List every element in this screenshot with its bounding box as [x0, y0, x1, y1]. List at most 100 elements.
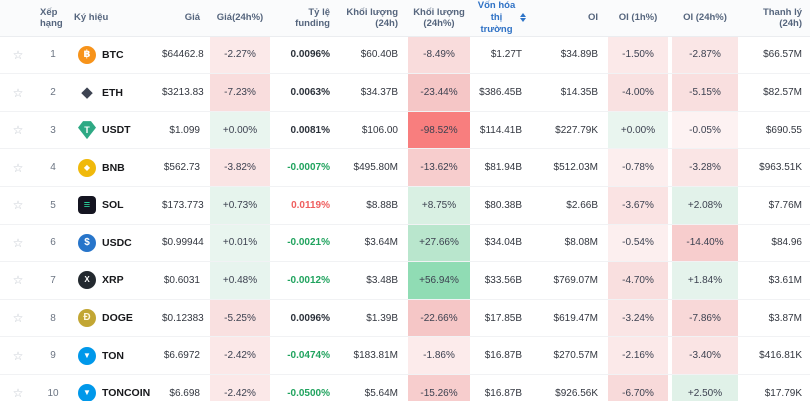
col-header-change-24h[interactable]: Giá(24h%) [208, 0, 272, 37]
volume-24h-cell: $1.39B [338, 300, 406, 338]
col-header-liquidation-24h[interactable]: Thanh lý (24h) [740, 0, 810, 37]
table-row[interactable]: ☆ 3 T USDT $1.099 +0.00% 0.0081% $106.00… [0, 111, 810, 150]
price-cell: $562.73 [162, 149, 208, 187]
open-interest-cell: $34.89B [530, 37, 606, 75]
open-interest-cell: $2.66B [530, 187, 606, 225]
col-header-symbol[interactable]: Ký hiệu [70, 0, 162, 37]
favorite-star-icon[interactable]: ☆ [12, 273, 24, 288]
table-row[interactable]: ☆ 10 ▼ TONCOIN $6.698 -2.42% -0.0500% $5… [0, 374, 810, 401]
rank-cell: 7 [36, 262, 70, 300]
symbol-label[interactable]: BTC [102, 48, 124, 61]
liquidation-24h-cell: $66.57M [740, 37, 810, 75]
price-cell: $6.698 [162, 375, 208, 401]
funding-rate-cell: 0.0096% [272, 300, 338, 338]
price-cell: $6.6972 [162, 337, 208, 375]
col-header-market-cap[interactable]: Vốn hóa thị trường [472, 0, 530, 37]
table-row[interactable]: ☆ 5 ≡ SOL $173.773 +0.73% 0.0119% $8.88B… [0, 187, 810, 225]
market-cap-cell: $1.27T [472, 37, 530, 75]
favorite-star-icon[interactable]: ☆ [12, 198, 24, 213]
volume-24h-pct-cell: -15.26% [406, 374, 472, 401]
market-cap-label: Vốn hóa thị trường [477, 0, 516, 35]
oi-24h-pct-cell: -2.87% [670, 36, 740, 75]
symbol-label[interactable]: BNB [102, 161, 125, 174]
col-header-volume-24h-pct[interactable]: Khối lượng (24h%) [406, 0, 472, 37]
favorite-star-icon[interactable]: ☆ [12, 311, 24, 326]
table-row[interactable]: ☆ 6 $ USDC $0.99944 +0.01% -0.0021% $3.6… [0, 224, 810, 263]
table-row[interactable]: ☆ 9 ▼ TON $6.6972 -2.42% -0.0474% $183.8… [0, 337, 810, 375]
col-header-funding-rate[interactable]: Tỷ lệ funding [272, 0, 338, 37]
favorite-star-icon[interactable]: ☆ [12, 85, 24, 100]
table-row[interactable]: ☆ 7 X XRP $0.6031 +0.48% -0.0012% $3.48B… [0, 262, 810, 300]
table-row[interactable]: ☆ 8 Ð DOGE $0.12383 -5.25% 0.0096% $1.39… [0, 299, 810, 338]
funding-rate-cell: -0.0007% [272, 149, 338, 187]
oi-1h-pct-cell: -0.78% [606, 149, 670, 187]
col-header-open-interest[interactable]: OI [530, 0, 606, 37]
col-header-volume-24h[interactable]: Khối lượng (24h) [338, 0, 406, 37]
open-interest-cell: $14.35B [530, 74, 606, 112]
favorite-star-icon[interactable]: ☆ [12, 123, 24, 138]
change-24h-cell: +0.01% [208, 224, 272, 263]
funding-rate-cell: -0.0500% [272, 375, 338, 401]
open-interest-cell: $926.56K [530, 375, 606, 401]
rank-cell: 2 [36, 74, 70, 112]
symbol-label[interactable]: XRP [102, 274, 124, 287]
liquidation-24h-cell: $84.96 [740, 225, 810, 263]
symbol-label[interactable]: USDC [102, 236, 132, 249]
liquidation-24h-cell: $17.79K [740, 375, 810, 401]
symbol-label[interactable]: TON [102, 349, 124, 362]
symbol-label[interactable]: SOL [102, 199, 124, 212]
market-cap-cell: $16.87B [472, 337, 530, 375]
oi-24h-pct-cell: -7.86% [670, 299, 740, 338]
col-header-oi-24h-pct[interactable]: OI (24h%) [670, 0, 740, 37]
sort-arrows-icon[interactable] [520, 13, 526, 23]
oi-24h-pct-cell: +2.08% [670, 187, 740, 225]
table-row[interactable]: ☆ 1 ฿ BTC $64462.8 -2.27% 0.0096% $60.40… [0, 36, 810, 75]
volume-24h-pct-cell: +56.94% [406, 262, 472, 300]
price-cell: $0.6031 [162, 262, 208, 300]
oi-1h-pct-cell: -0.54% [606, 224, 670, 263]
oi-1h-pct-cell: +0.00% [606, 111, 670, 150]
col-header-oi-1h-pct[interactable]: OI (1h%) [606, 0, 670, 37]
volume-24h-cell: $60.40B [338, 37, 406, 75]
coin-icon: ▼ [78, 346, 96, 365]
coin-icon: ≡ [78, 196, 96, 215]
change-24h-cell: -2.42% [208, 374, 272, 401]
oi-1h-pct-cell: -2.16% [606, 337, 670, 375]
symbol-label[interactable]: ETH [102, 86, 123, 99]
oi-1h-pct-cell: -3.67% [606, 187, 670, 225]
favorite-star-icon[interactable]: ☆ [12, 348, 24, 363]
market-cap-cell: $17.85B [472, 300, 530, 338]
rank-cell: 1 [36, 37, 70, 75]
favorite-star-icon[interactable]: ☆ [12, 47, 24, 62]
col-header-favorite [0, 0, 36, 37]
col-header-price[interactable]: Giá [162, 0, 208, 37]
symbol-label[interactable]: DOGE [102, 312, 133, 325]
coin-icon: ◆ [81, 84, 93, 102]
rank-cell: 5 [36, 187, 70, 225]
symbol-label[interactable]: TONCOIN [102, 387, 151, 400]
change-24h-cell: +0.48% [208, 262, 272, 300]
oi-24h-pct-cell: -14.40% [670, 224, 740, 263]
symbol-label[interactable]: USDT [102, 124, 131, 137]
market-cap-cell: $81.94B [472, 149, 530, 187]
coin-icon: ฿ [78, 45, 96, 64]
coin-icon: Ð [78, 309, 96, 328]
favorite-star-icon[interactable]: ☆ [12, 235, 24, 250]
favorite-star-icon[interactable]: ☆ [12, 160, 24, 175]
rank-cell: 6 [36, 225, 70, 263]
rank-cell: 3 [36, 112, 70, 150]
rank-cell: 10 [36, 375, 70, 401]
header-row: Xếp hạng Ký hiệu Giá Giá(24h%) Tỷ lệ fun… [0, 0, 810, 37]
oi-1h-pct-cell: -4.00% [606, 74, 670, 112]
favorite-star-icon[interactable]: ☆ [12, 386, 24, 401]
change-24h-cell: -5.25% [208, 299, 272, 338]
oi-24h-pct-cell: +1.84% [670, 262, 740, 300]
market-cap-cell: $386.45B [472, 74, 530, 112]
col-header-rank[interactable]: Xếp hạng [36, 0, 70, 37]
table-row[interactable]: ☆ 2 ◆ ETH $3213.83 -7.23% 0.0063% $34.37… [0, 74, 810, 112]
change-24h-cell: +0.73% [208, 187, 272, 225]
table-row[interactable]: ☆ 4 ◆ BNB $562.73 -3.82% -0.0007% $495.8… [0, 149, 810, 187]
market-cap-cell: $34.04B [472, 225, 530, 263]
coin-icon: ◆ [78, 158, 96, 177]
